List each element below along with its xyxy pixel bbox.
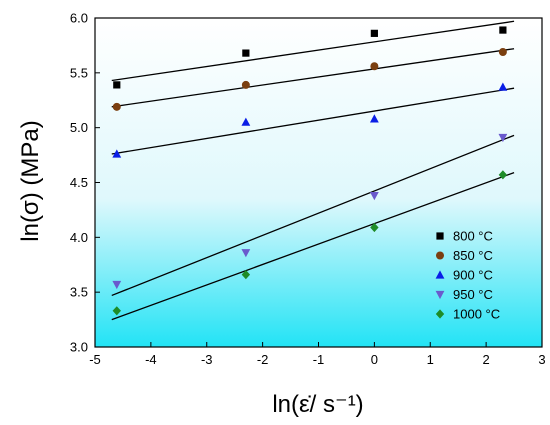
fit-line <box>111 87 515 155</box>
y-tick-label: 3.5 <box>70 285 88 300</box>
data-point <box>498 47 507 56</box>
x-tick-label: -3 <box>201 352 213 367</box>
data-point <box>369 192 379 201</box>
legend-marker <box>436 251 444 260</box>
x-tick-label: 0 <box>371 352 378 367</box>
data-point <box>241 249 251 258</box>
data-point <box>241 270 251 280</box>
y-axis-title: ln(σ) (MPa) <box>17 120 44 241</box>
plot-area <box>95 18 542 347</box>
data-point <box>499 26 507 34</box>
data-point <box>241 80 250 89</box>
x-axis-title: ln(ε̇/ s⁻¹) <box>272 391 363 418</box>
y-tick-label: 3.0 <box>70 340 88 355</box>
data-point <box>498 82 508 91</box>
legend-marker <box>435 270 445 279</box>
data-point <box>370 222 379 233</box>
data-point <box>112 280 122 290</box>
legend-label: 800 °C <box>453 229 493 244</box>
legend-label: 950 °C <box>453 287 493 302</box>
fit-line <box>111 48 515 108</box>
x-tick-label: -1 <box>313 352 325 367</box>
data-point <box>498 170 508 180</box>
x-tick-label: 1 <box>427 352 434 367</box>
y-tick-label: 6.0 <box>70 11 88 26</box>
legend-label: 900 °C <box>453 268 493 283</box>
data-point <box>113 81 121 89</box>
legend-label: 850 °C <box>453 248 493 263</box>
fit-line <box>111 134 515 297</box>
data-point <box>112 102 121 111</box>
fit-line <box>111 172 515 321</box>
x-tick-label: 3 <box>538 352 545 367</box>
data-point <box>369 114 379 123</box>
data-point <box>370 62 379 71</box>
data-point <box>112 149 122 158</box>
data-point <box>242 49 250 57</box>
x-tick-label: 2 <box>483 352 490 367</box>
fit-line <box>111 20 515 82</box>
x-tick-label: -4 <box>145 352 157 367</box>
fit-lines <box>111 20 515 321</box>
legend: 800 °C 850 °C 900 °C 950 °C 1000 °C <box>435 229 500 322</box>
data-point <box>498 133 508 143</box>
axis-ticks: -5 -4 -3 -2 -1 0 1 2 3 3.0 3.5 4.0 4.5 5.0 5.5 6.0 <box>70 11 546 368</box>
y-tick-label: 4.0 <box>70 230 88 245</box>
y-tick-label: 4.5 <box>70 175 88 190</box>
data-markers <box>112 26 508 316</box>
x-tick-label: -5 <box>89 352 101 367</box>
y-tick-label: 5.5 <box>70 65 88 80</box>
legend-marker <box>436 232 444 240</box>
legend-marker <box>435 309 445 319</box>
data-point <box>370 29 378 37</box>
legend-marker <box>435 290 445 300</box>
data-point <box>241 117 251 126</box>
x-tick-label: -2 <box>257 352 269 367</box>
data-point <box>112 306 121 316</box>
legend-label: 1000 °C <box>453 307 500 322</box>
y-tick-label: 5.0 <box>70 120 88 135</box>
